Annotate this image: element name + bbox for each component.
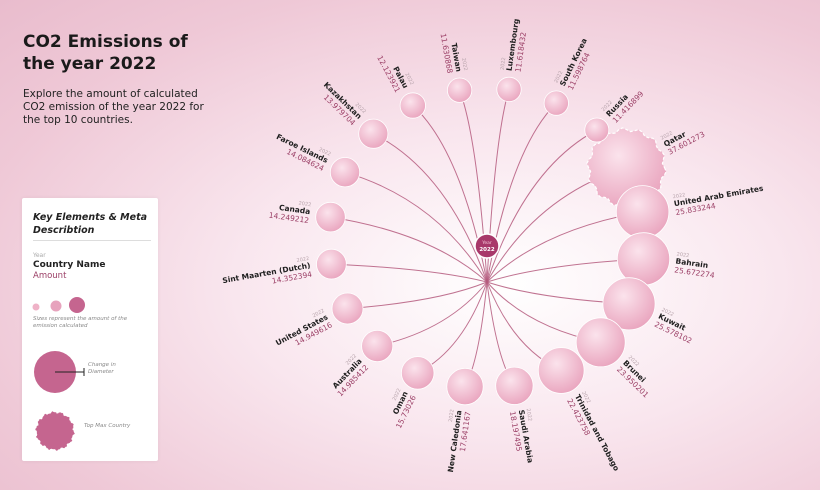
bubble-kuwait[interactable] <box>602 277 656 331</box>
center-hub <box>474 233 500 259</box>
year-label: 2022 <box>460 58 468 72</box>
legend-size-large <box>69 297 85 313</box>
link-canada <box>330 216 488 283</box>
bubble-russia[interactable] <box>584 117 610 143</box>
link-russia <box>486 129 598 283</box>
bubble-bahrain[interactable] <box>616 232 671 286</box>
legend-country-label: Country Name <box>33 260 106 270</box>
bubble-taiwan[interactable] <box>446 77 473 103</box>
bubble-canada[interactable] <box>315 201 346 233</box>
legend-size-small <box>32 303 40 311</box>
bubble-trinidad-and-tobago[interactable] <box>537 347 585 394</box>
link-oman <box>417 281 488 374</box>
legend-change-note: Change in Diameter <box>88 362 116 375</box>
bubble-oman[interactable] <box>401 356 435 390</box>
legend-sizes-note: Sizes represent the amount of the emissi… <box>33 316 128 329</box>
legend-topmax-blob <box>34 410 76 452</box>
legend-graphics <box>32 297 85 452</box>
year-label: 2022 <box>676 252 689 260</box>
link-united-states <box>347 281 488 309</box>
page-title: CO2 Emissions of the year 2022 <box>23 32 188 74</box>
bubble-united-arab-emirates[interactable] <box>615 185 670 239</box>
year-label: 2022 <box>525 408 533 422</box>
year-label: 2022 <box>312 308 326 319</box>
year-label: 2022 <box>500 57 508 70</box>
year-label: 2022 <box>298 201 311 209</box>
year-label: 2022 <box>296 256 310 264</box>
link-sint-maarten-dutch <box>331 263 488 283</box>
bubble-saudi-arabia[interactable] <box>495 366 534 405</box>
year-label: 2022 <box>318 147 332 158</box>
year-label: 2022 <box>392 388 403 402</box>
legend-panel: Key Elements & Meta Describtion Year Cou… <box>22 198 158 461</box>
bubble-faroe-islands[interactable] <box>329 157 361 188</box>
legend-year-label: Year <box>33 252 46 259</box>
country-label: Trinidad and Tobago <box>573 393 621 473</box>
year-label: 2022 <box>403 72 414 86</box>
legend-size-medium <box>50 300 62 312</box>
year-label: 2022 <box>553 70 564 84</box>
country-label: United Arab Emirates <box>673 184 764 209</box>
year-label: 2022 <box>660 130 674 141</box>
link-faroe-islands <box>344 171 488 283</box>
bubble-luxembourg[interactable] <box>496 76 522 103</box>
bubble-australia[interactable] <box>361 329 394 362</box>
amount-label: 25.672274 <box>674 265 716 280</box>
bubble-palau[interactable] <box>399 92 426 119</box>
year-label: 2022 <box>660 307 674 318</box>
center-hub-top-label: Year <box>481 240 492 246</box>
link-kazakhstan <box>373 133 488 283</box>
legend-title: Key Elements & Meta Describtion <box>33 211 151 241</box>
year-label: 2022 <box>580 390 591 404</box>
bubble-sint-maarten-dutch[interactable] <box>316 248 347 280</box>
bubble-united-states[interactable] <box>331 292 364 325</box>
legend-topmax-note: Top Max Country <box>84 423 131 429</box>
bubble-new-caledonia[interactable] <box>446 367 484 406</box>
year-label: 2022 <box>672 192 686 200</box>
link-australia <box>377 281 488 347</box>
country-label: Canada <box>279 203 311 216</box>
bubble-south-korea[interactable] <box>543 90 569 116</box>
page-subtitle: Explore the amount of calculated CO2 emi… <box>23 88 204 126</box>
bubble-kazakhstan[interactable] <box>358 118 389 149</box>
center-hub-bottom-label: 2022 <box>479 247 494 253</box>
bubble-brunei[interactable] <box>575 317 626 368</box>
legend-amount-label: Amount <box>33 271 67 281</box>
year-label: 2022 <box>448 409 456 422</box>
